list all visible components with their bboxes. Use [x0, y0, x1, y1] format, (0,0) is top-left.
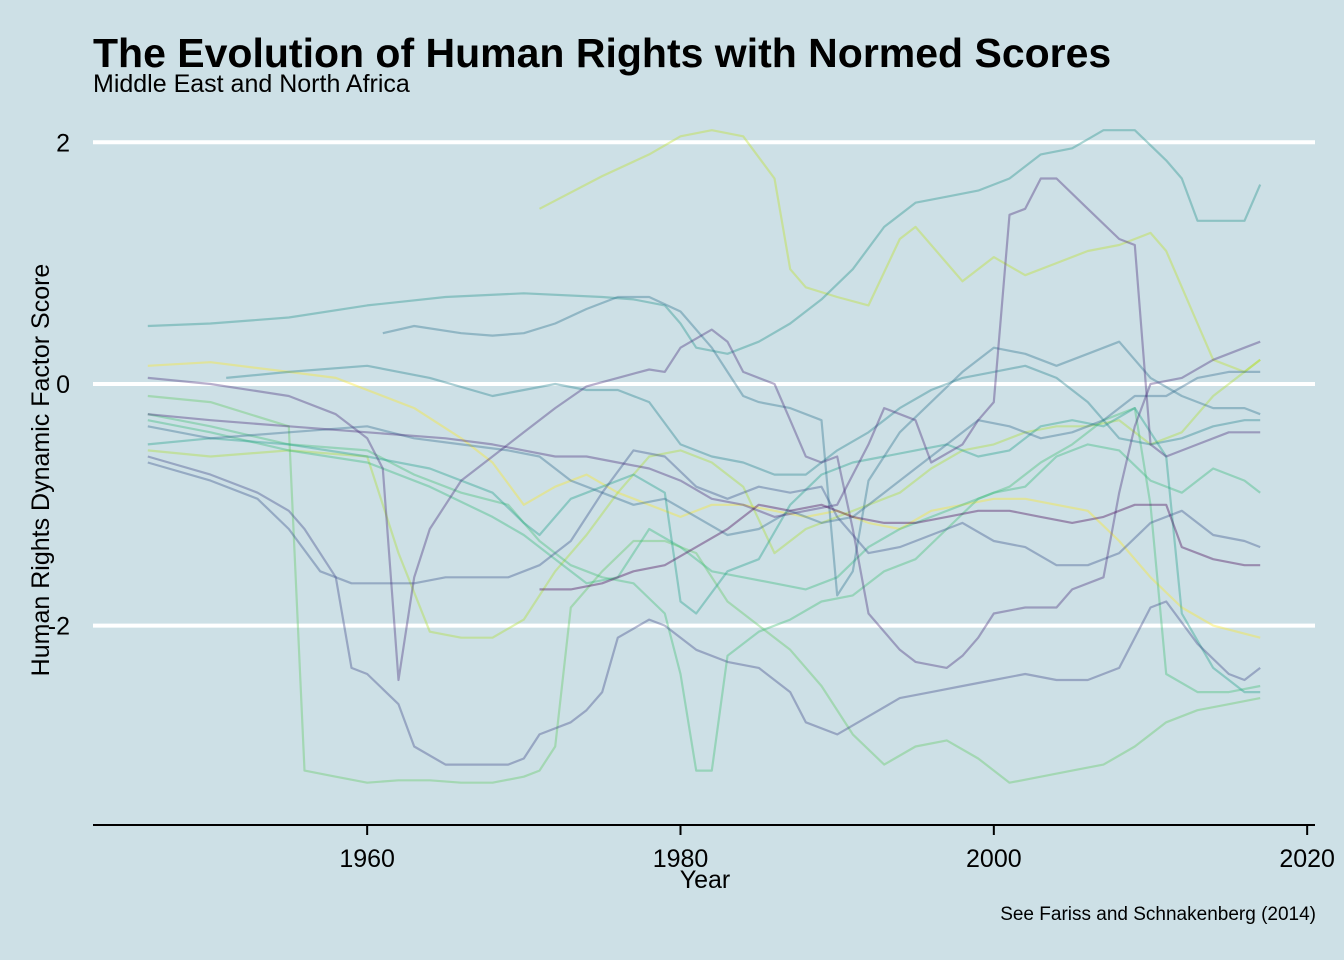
chart-caption: See Fariss and Schnakenberg (2014) — [1000, 904, 1316, 925]
series-line — [147, 419, 1261, 591]
series-layer — [147, 129, 1262, 784]
series-line — [538, 129, 1261, 373]
series-line — [147, 455, 1261, 766]
x-axis-ticks: 1960 1980 2000 2020 — [339, 825, 1335, 873]
series-line — [147, 407, 1261, 694]
series-line — [147, 328, 1261, 682]
series-line — [147, 361, 1261, 639]
x-tick-label: 2000 — [966, 845, 1022, 873]
series-line — [226, 364, 1261, 476]
series-line — [539, 503, 1261, 591]
series-line — [147, 358, 1261, 639]
x-tick-label: 1980 — [653, 845, 709, 873]
y-tick-label: 2 — [56, 129, 70, 157]
series-line — [147, 129, 1262, 355]
series-line — [147, 394, 1261, 784]
series-line — [147, 449, 1261, 585]
series-line — [147, 407, 1261, 772]
chart-subtitle: Middle East and North Africa — [93, 70, 410, 98]
series-line — [382, 295, 1261, 597]
y-axis-title: Human Rights Dynamic Factor Score — [27, 264, 55, 677]
series-line — [147, 177, 1261, 518]
x-tick-label: 2020 — [1279, 845, 1335, 873]
grid-lines — [93, 140, 1315, 628]
x-tick-label: 1960 — [339, 845, 395, 873]
y-tick-label: 0 — [56, 371, 70, 399]
y-axis-ticks: 2 0 -2 — [48, 129, 70, 640]
x-axis-title: Year — [680, 866, 731, 894]
series-line — [147, 370, 1261, 537]
chart-title: The Evolution of Human Rights with Norme… — [93, 30, 1112, 76]
y-tick-label: -2 — [48, 613, 70, 641]
